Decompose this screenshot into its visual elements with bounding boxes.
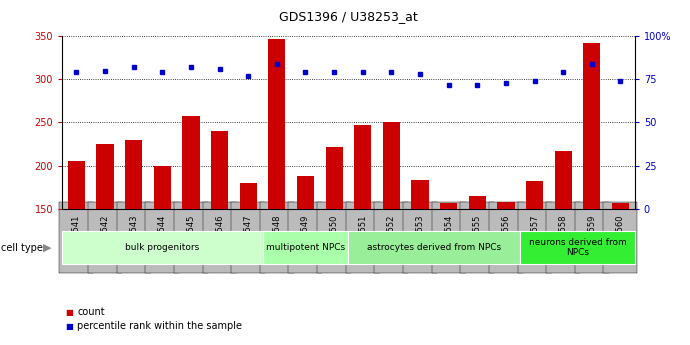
Bar bbox=[239, 183, 257, 209]
Text: ■: ■ bbox=[66, 308, 73, 317]
Text: ▶: ▶ bbox=[43, 243, 51, 253]
Text: bulk progenitors: bulk progenitors bbox=[125, 243, 199, 252]
Bar bbox=[97, 144, 114, 209]
Bar bbox=[348, 231, 520, 264]
Bar bbox=[383, 122, 400, 209]
Bar bbox=[469, 196, 486, 209]
Bar bbox=[182, 116, 199, 209]
Text: GDS1396 / U38253_at: GDS1396 / U38253_at bbox=[279, 10, 418, 23]
Bar bbox=[125, 140, 142, 209]
Bar bbox=[68, 161, 85, 209]
Bar bbox=[440, 203, 457, 209]
Bar bbox=[211, 131, 228, 209]
Bar bbox=[526, 181, 543, 209]
Bar bbox=[268, 39, 286, 209]
Bar bbox=[154, 166, 171, 209]
Bar bbox=[354, 125, 371, 209]
Text: ■: ■ bbox=[66, 322, 73, 331]
Text: cell type: cell type bbox=[1, 243, 46, 253]
Bar bbox=[497, 202, 515, 209]
Bar bbox=[262, 231, 348, 264]
Text: count: count bbox=[77, 307, 105, 317]
Bar bbox=[297, 176, 314, 209]
Bar bbox=[612, 203, 629, 209]
Text: multipotent NPCs: multipotent NPCs bbox=[266, 243, 345, 252]
Text: neurons derived from
NPCs: neurons derived from NPCs bbox=[529, 238, 627, 257]
Text: astrocytes derived from NPCs: astrocytes derived from NPCs bbox=[367, 243, 502, 252]
Bar bbox=[520, 231, 635, 264]
Text: percentile rank within the sample: percentile rank within the sample bbox=[77, 321, 242, 331]
Bar bbox=[62, 231, 262, 264]
Bar bbox=[555, 151, 572, 209]
Bar bbox=[583, 43, 600, 209]
Bar bbox=[411, 180, 428, 209]
Bar bbox=[326, 147, 343, 209]
